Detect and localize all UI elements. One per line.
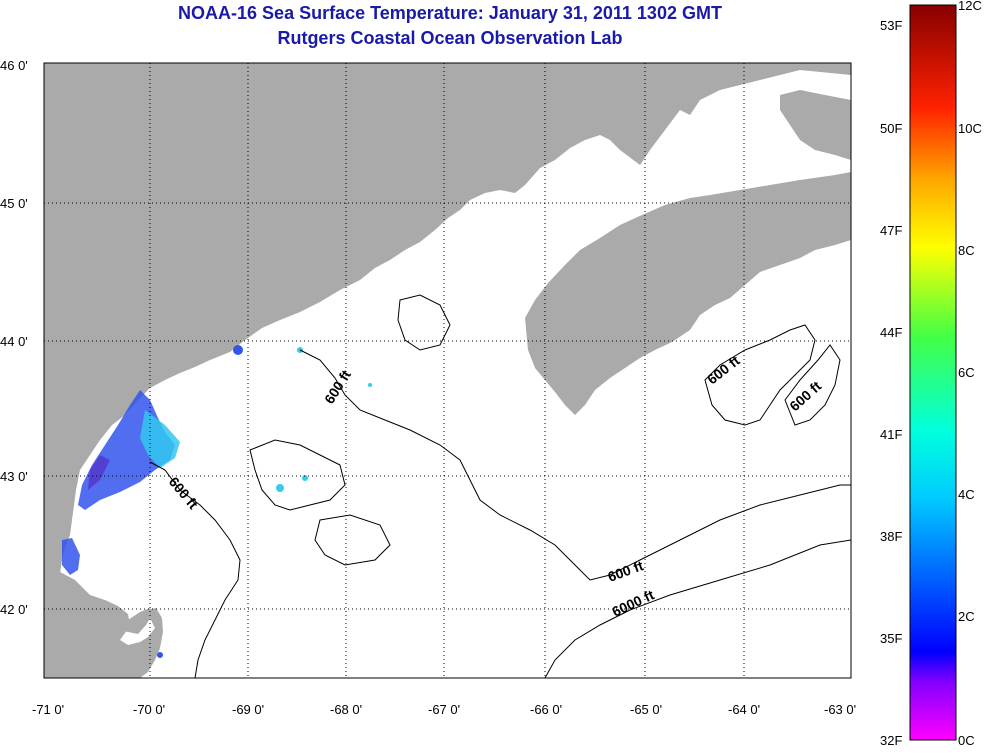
land-cape-breton <box>780 90 851 160</box>
land-massachusetts <box>44 460 72 585</box>
land-cape-cod <box>118 608 152 634</box>
map-subtitle: Rutgers Coastal Ocean Observation Lab <box>277 28 623 48</box>
x-tick-63: -63 0' <box>824 702 856 717</box>
map-title: NOAA-16 Sea Surface Temperature: January… <box>178 3 722 23</box>
x-axis-labels: -71 0' -70 0' -69 0' -68 0' -67 0' -66 0… <box>32 702 856 717</box>
contour-georges <box>397 294 451 351</box>
colorbar-celsius-labels: 12C 10C 8C 6C 4C 2C 0C <box>958 0 982 748</box>
x-tick-70: -70 0' <box>133 702 165 717</box>
x-tick-69: -69 0' <box>232 702 264 717</box>
y-tick-43: 43 0' <box>0 469 28 484</box>
cb-c-2: 2C <box>958 609 975 624</box>
land-nova-scotia <box>525 172 851 415</box>
depth-contours <box>149 294 851 678</box>
y-tick-45: 45 0' <box>0 196 28 211</box>
y-tick-44: 44 0' <box>0 334 28 349</box>
x-tick-65: -65 0' <box>630 702 662 717</box>
colorbar-fahrenheit-labels: 53F 50F 47F 44F 41F 38F 35F 32F <box>880 18 902 748</box>
cb-f-41: 41F <box>880 427 902 442</box>
land-mainland <box>44 63 851 678</box>
contour-600ft-central <box>299 349 851 581</box>
cb-f-53: 53F <box>880 18 902 33</box>
cb-c-0: 0C <box>958 733 975 748</box>
cb-f-38: 38F <box>880 529 902 544</box>
contour-6000ft <box>544 539 851 678</box>
cb-f-50: 50F <box>880 121 902 136</box>
colorbar <box>909 4 957 741</box>
sst-patch-south <box>62 538 80 575</box>
cb-f-47: 47F <box>880 223 902 238</box>
cb-f-44: 44F <box>880 325 902 340</box>
cb-c-10: 10C <box>958 121 982 136</box>
x-tick-66: -66 0' <box>530 702 562 717</box>
sst-patch-warm <box>140 410 180 468</box>
x-tick-71: -71 0' <box>32 702 64 717</box>
cb-f-32: 32F <box>880 733 902 748</box>
y-tick-42: 42 0' <box>0 602 28 617</box>
y-tick-46: 46 0' <box>0 58 28 73</box>
contour-600ft-east-a <box>704 324 816 426</box>
x-tick-68: -68 0' <box>330 702 362 717</box>
x-tick-64: -64 0' <box>728 702 760 717</box>
cb-c-8: 8C <box>958 243 975 258</box>
contour-bank <box>249 439 346 511</box>
y-axis-labels: 46 0' 45 0' 44 0' 43 0' 42 0' <box>0 58 28 617</box>
cb-c-6: 6C <box>958 365 975 380</box>
cb-f-35: 35F <box>880 631 902 646</box>
sst-patch-inner <box>88 455 110 490</box>
contour-600ft-east-b <box>784 344 841 426</box>
cb-c-12: 12C <box>958 0 982 13</box>
x-tick-67: -67 0' <box>428 702 460 717</box>
contour-bank-2 <box>314 514 391 566</box>
contour-600ft-west <box>149 461 241 678</box>
cb-c-4: 4C <box>958 487 975 502</box>
